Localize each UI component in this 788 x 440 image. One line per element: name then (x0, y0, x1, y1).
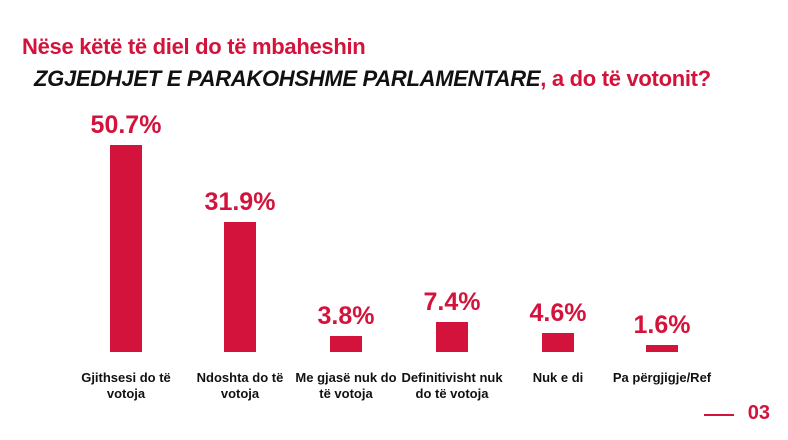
value-label: 4.6% (529, 299, 587, 328)
category-label: Ndoshta do të votoja (196, 370, 284, 401)
bar (110, 145, 142, 352)
bar (330, 336, 362, 352)
value-label: 7.4% (423, 287, 481, 316)
value-label: 31.9% (204, 187, 276, 216)
category-label: Me gjasë nuk do të votoja (295, 370, 397, 401)
title-emphasis: ZGJEDHJET E PARAKOHSHME PARLAMENTARE (34, 66, 541, 91)
bar (224, 221, 256, 352)
page-number: 03 (747, 402, 770, 424)
bar (436, 321, 468, 352)
category-label: Gjithsesi do të votoja (81, 370, 171, 401)
value-label: 1.6% (633, 311, 691, 340)
page-dash (704, 414, 734, 416)
bar (542, 333, 574, 352)
category-label: Nuk e di (532, 370, 584, 385)
value-label: 3.8% (317, 302, 375, 331)
chart-subtitle: ZGJEDHJET E PARAKOHSHME PARLAMENTARE, a … (34, 66, 711, 92)
chart-title: Nëse këtë të diel do të mbaheshin (22, 34, 366, 59)
category-label: Pa përgjigje/Ref (612, 370, 712, 385)
bar (646, 345, 678, 352)
value-label: 50.7% (90, 111, 162, 140)
category-label: Definitivisht nuk do të votoja (401, 370, 503, 401)
title-end: , a do të votonit? (540, 66, 711, 91)
